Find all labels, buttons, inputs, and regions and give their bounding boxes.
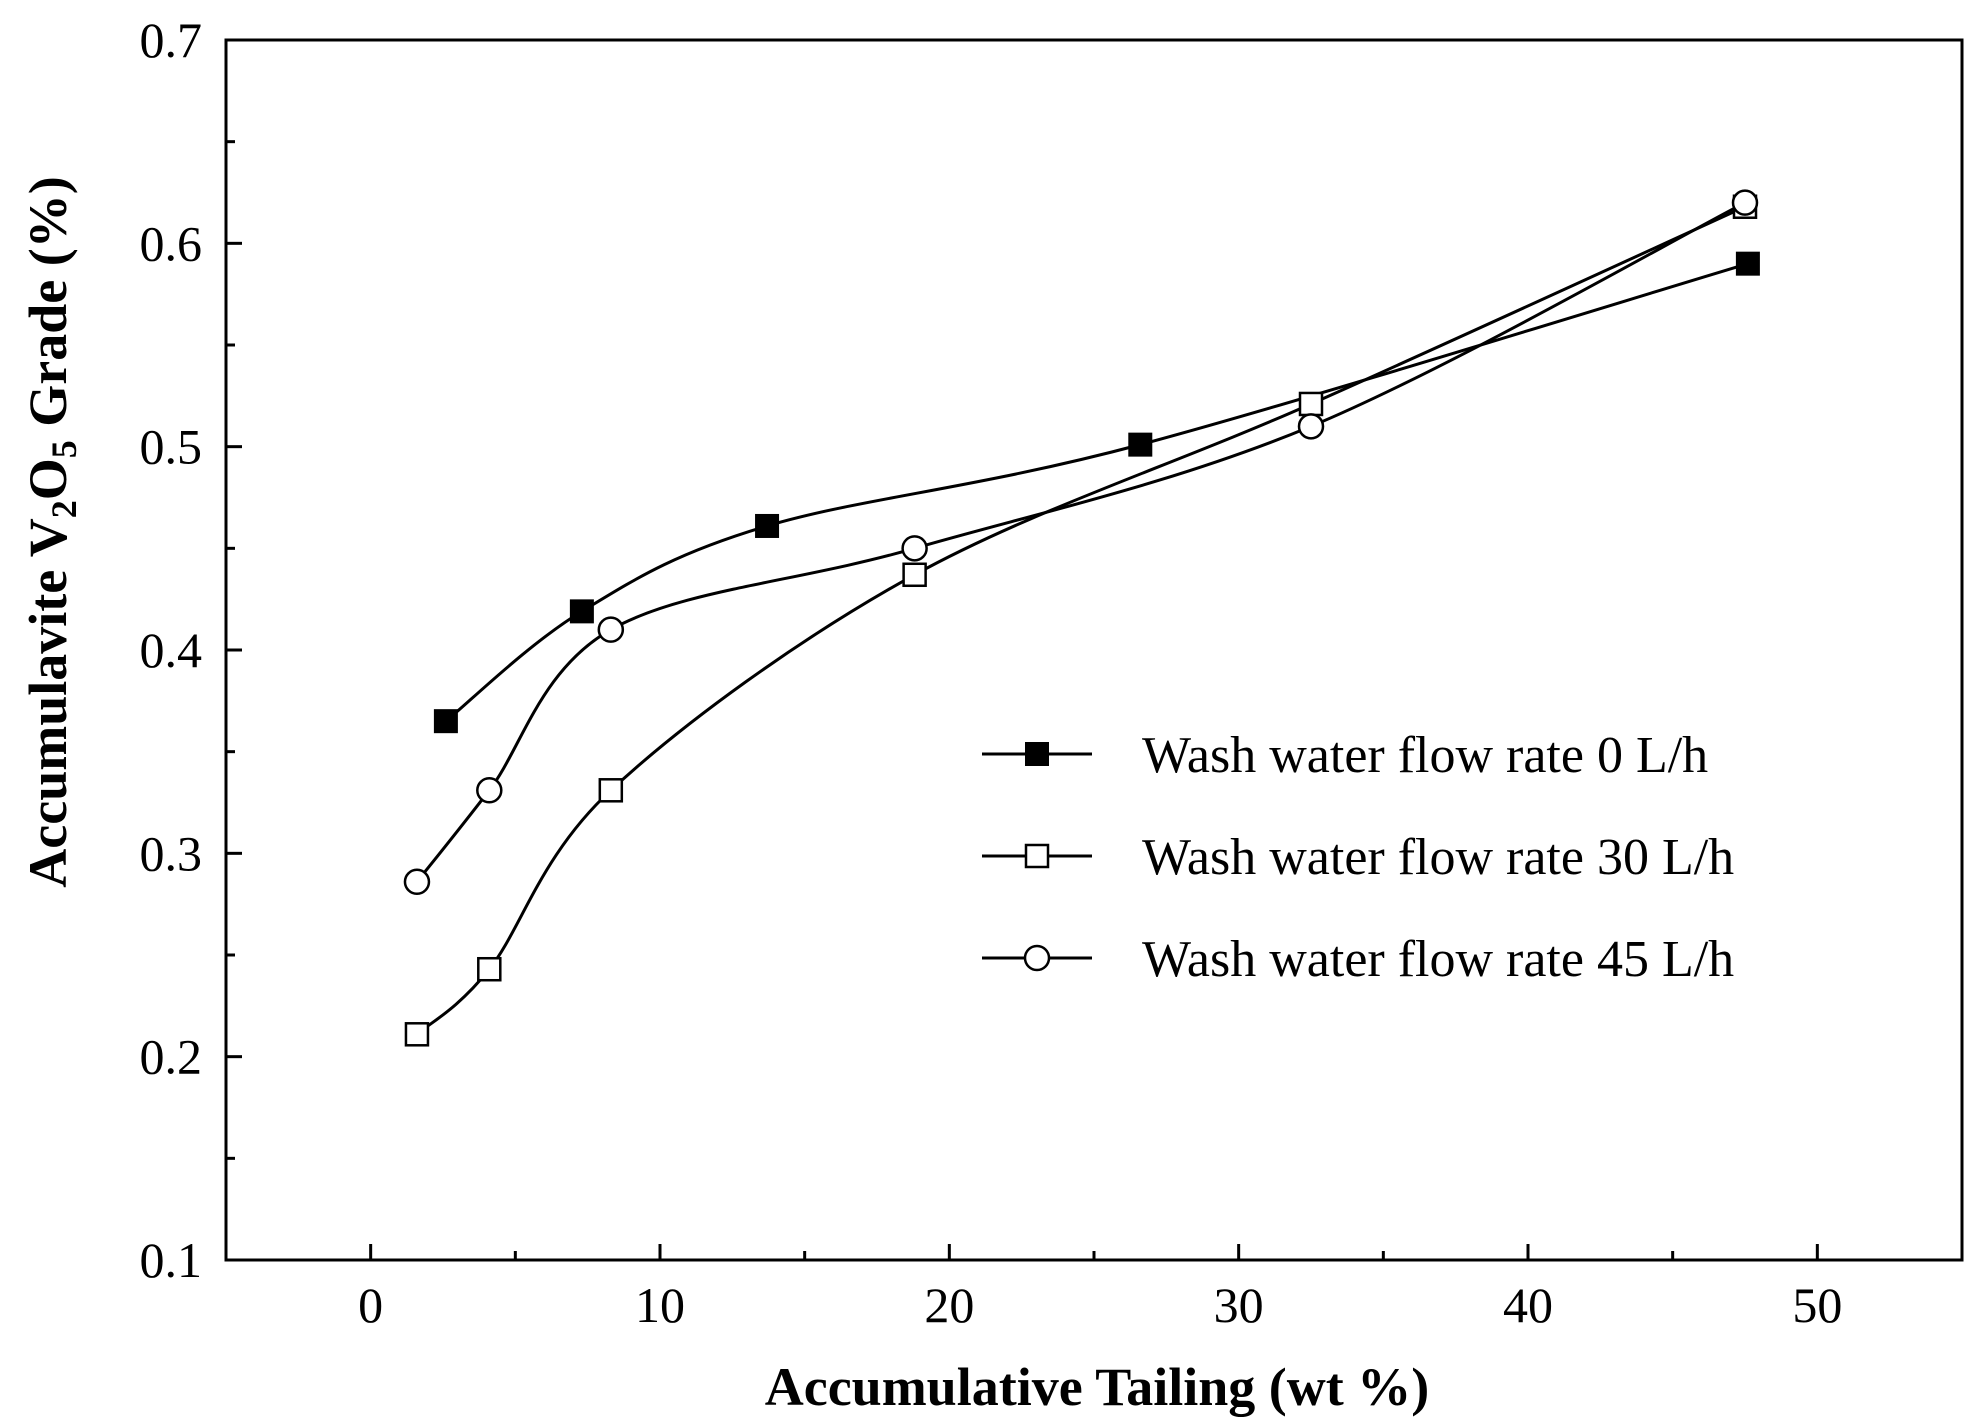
legend-swatch-marker xyxy=(1025,742,1049,766)
y-axis-title-prefix: Accumulavite V xyxy=(18,518,78,887)
x-tick-label: 20 xyxy=(924,1277,974,1333)
axes: 0 10 20 30 40 50 0.1 0.2 0.3 0.4 0.5 0.6 0.7 xyxy=(140,12,1964,1333)
data-point xyxy=(477,956,502,982)
y-tick-label: 0.5 xyxy=(140,419,203,475)
y-tick-label: 0.1 xyxy=(140,1232,203,1288)
y-axis-title-suffix: Grade (%) xyxy=(18,176,78,440)
legend-item-1: Wash water flow rate 30 L/h xyxy=(982,829,1734,886)
y-tick-label: 0.6 xyxy=(140,215,203,271)
data-point xyxy=(569,599,594,624)
series-layer xyxy=(403,189,1760,1047)
data-point xyxy=(1731,189,1759,216)
legend-label: Wash water flow rate 45 L/h xyxy=(1142,931,1734,988)
data-point xyxy=(901,535,928,562)
x-tick-label: 10 xyxy=(635,1277,685,1333)
y-axis-title-mid: O xyxy=(18,458,78,500)
data-point xyxy=(597,616,625,643)
series-0 xyxy=(433,251,1760,734)
y-axis-title: Accumulavite V2O5 Grade (%) xyxy=(18,176,84,887)
legend: Wash water flow rate 0 L/h Wash water flo… xyxy=(982,727,1734,988)
x-tick-label: 0 xyxy=(358,1277,383,1333)
series-line xyxy=(415,205,1746,1036)
legend-swatch-marker xyxy=(1024,843,1050,869)
y-tick-label: 0.2 xyxy=(140,1029,203,1085)
x-tick-label: 30 xyxy=(1214,1277,1264,1333)
x-tick-label: 50 xyxy=(1792,1277,1842,1333)
series-line xyxy=(444,262,1749,723)
legend-label: Wash water flow rate 0 L/h xyxy=(1142,727,1708,784)
data-point xyxy=(476,777,503,804)
data-point xyxy=(404,1022,430,1047)
y-tick-label: 0.4 xyxy=(140,622,203,678)
legend-swatch-marker xyxy=(1023,944,1051,972)
y-axis-title-sub2: 5 xyxy=(44,440,84,458)
y-tick-label: 0.7 xyxy=(140,12,203,68)
data-point xyxy=(1128,432,1153,457)
x-axis-title: Accumulative Tailing (wt %) xyxy=(765,1357,1430,1417)
data-point xyxy=(403,868,431,896)
x-tick-label: 40 xyxy=(1503,1277,1553,1333)
data-point xyxy=(598,778,624,803)
legend-item-0: Wash water flow rate 0 L/h xyxy=(982,727,1708,784)
y-axis-title-sub1: 2 xyxy=(44,500,84,518)
legend-item-2: Wash water flow rate 45 L/h xyxy=(982,931,1734,988)
data-point xyxy=(1297,413,1325,440)
data-point xyxy=(902,562,927,588)
data-point xyxy=(1298,391,1324,417)
data-point xyxy=(1735,251,1760,276)
series-2 xyxy=(403,189,1759,896)
y-tick-label: 0.3 xyxy=(140,825,203,881)
series-1 xyxy=(404,194,1758,1047)
data-point xyxy=(433,709,458,734)
data-point xyxy=(755,513,780,538)
legend-label: Wash water flow rate 30 L/h xyxy=(1142,829,1734,886)
